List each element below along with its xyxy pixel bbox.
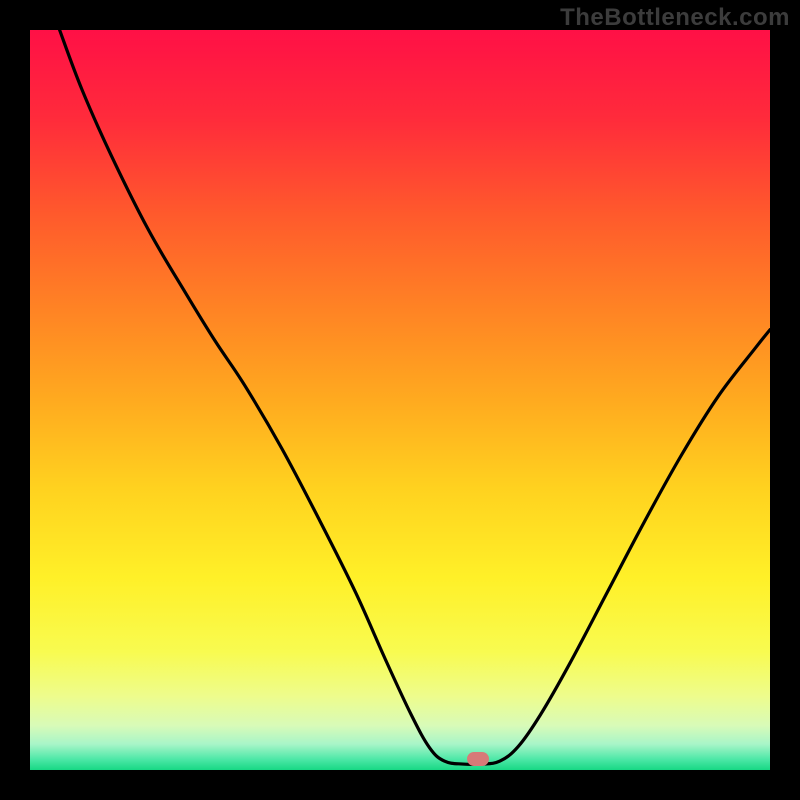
- optimal-point-marker: [467, 752, 489, 766]
- plot-background: [30, 30, 770, 770]
- watermark-text: TheBottleneck.com: [560, 4, 790, 32]
- plot-area: [30, 30, 770, 770]
- chart-frame: TheBottleneck.com: [0, 0, 800, 800]
- plot-svg: [30, 30, 770, 770]
